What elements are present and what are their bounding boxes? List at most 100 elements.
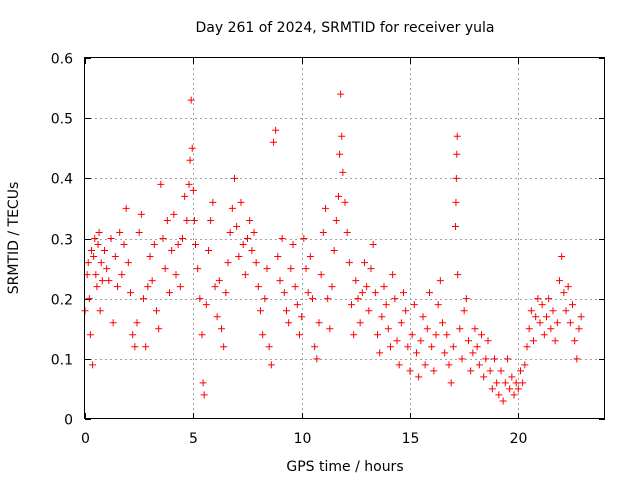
data-point [86,331,94,339]
data-point [107,235,115,242]
data-point [198,331,206,339]
data-point [523,343,531,351]
data-point [246,216,254,224]
data-point [186,156,194,164]
data-point [336,150,344,158]
data-point [453,150,461,158]
data-point [328,283,336,291]
data-point [92,271,100,279]
data-point [475,361,483,369]
data-point [289,241,297,249]
data-point [311,343,319,351]
data-point [536,319,544,327]
data-point [378,313,386,321]
data-point [298,313,306,321]
data-point [315,319,323,327]
data-point [460,307,468,315]
x-tick-label: 0 [81,431,90,447]
data-point [155,325,163,333]
data-point [519,379,527,387]
data-point [571,337,579,345]
data-point [447,379,455,387]
data-point [131,343,139,351]
data-point [491,355,498,363]
y-tick-label: 0.3 [51,233,73,249]
data-point [326,325,334,333]
data-point [363,283,371,291]
data-point [101,247,108,255]
data-point [224,259,232,267]
data-point [172,271,180,279]
data-point [257,307,264,315]
data-point [181,192,189,200]
data-point [413,349,420,357]
data-point [402,307,410,315]
data-point [467,367,475,375]
data-point [419,313,427,321]
data-point [89,361,97,369]
data-point [96,307,104,315]
data-point [484,337,492,345]
data-point [215,277,223,285]
data-point [439,319,446,327]
data-point [129,331,137,339]
data-point [452,222,459,230]
data-point [285,319,293,327]
data-point [218,325,225,333]
data-point [166,289,173,297]
data-point [527,307,535,315]
data-point [343,228,351,236]
data-point [415,373,423,381]
data-point [525,325,533,333]
data-point [432,331,440,339]
data-point [122,204,130,212]
data-point [254,283,262,291]
data-point [556,277,563,285]
data-point [168,247,176,255]
data-point [241,271,249,279]
data-point [538,301,546,309]
data-point [196,295,204,303]
x-tick-label: 10 [294,431,312,447]
y-tick-label: 0 [64,413,73,429]
data-point [352,277,360,285]
data-point [276,277,284,285]
data-point [209,198,217,206]
data-point [358,289,366,297]
data-point [163,216,171,224]
data-point [283,307,290,315]
data-point [391,295,399,303]
data-point [488,385,496,393]
data-point [462,295,470,303]
data-point [395,361,403,369]
data-point [393,337,401,345]
x-axis-label: GPS time / hours [286,459,403,475]
data-point [371,289,379,297]
data-point [188,144,196,152]
data-point [228,204,236,212]
data-point [345,259,353,267]
data-point [274,253,282,261]
data-point [458,355,466,363]
data-point [573,355,581,363]
data-point [324,295,332,303]
data-point [202,301,210,309]
data-point [265,343,273,351]
data-point [174,241,182,249]
data-point [534,295,542,303]
data-point [90,253,98,261]
data-point [367,265,375,273]
data-point [473,343,481,351]
data-point [338,132,346,140]
plot-frame [84,57,605,419]
data-point [98,277,106,285]
data-point [114,283,121,291]
data-point [495,391,503,399]
data-point [137,210,145,218]
data-point [434,301,442,309]
data-point [406,367,414,375]
data-point [140,295,147,303]
data-point [348,301,355,309]
data-point [189,186,197,194]
data-point [250,228,258,236]
